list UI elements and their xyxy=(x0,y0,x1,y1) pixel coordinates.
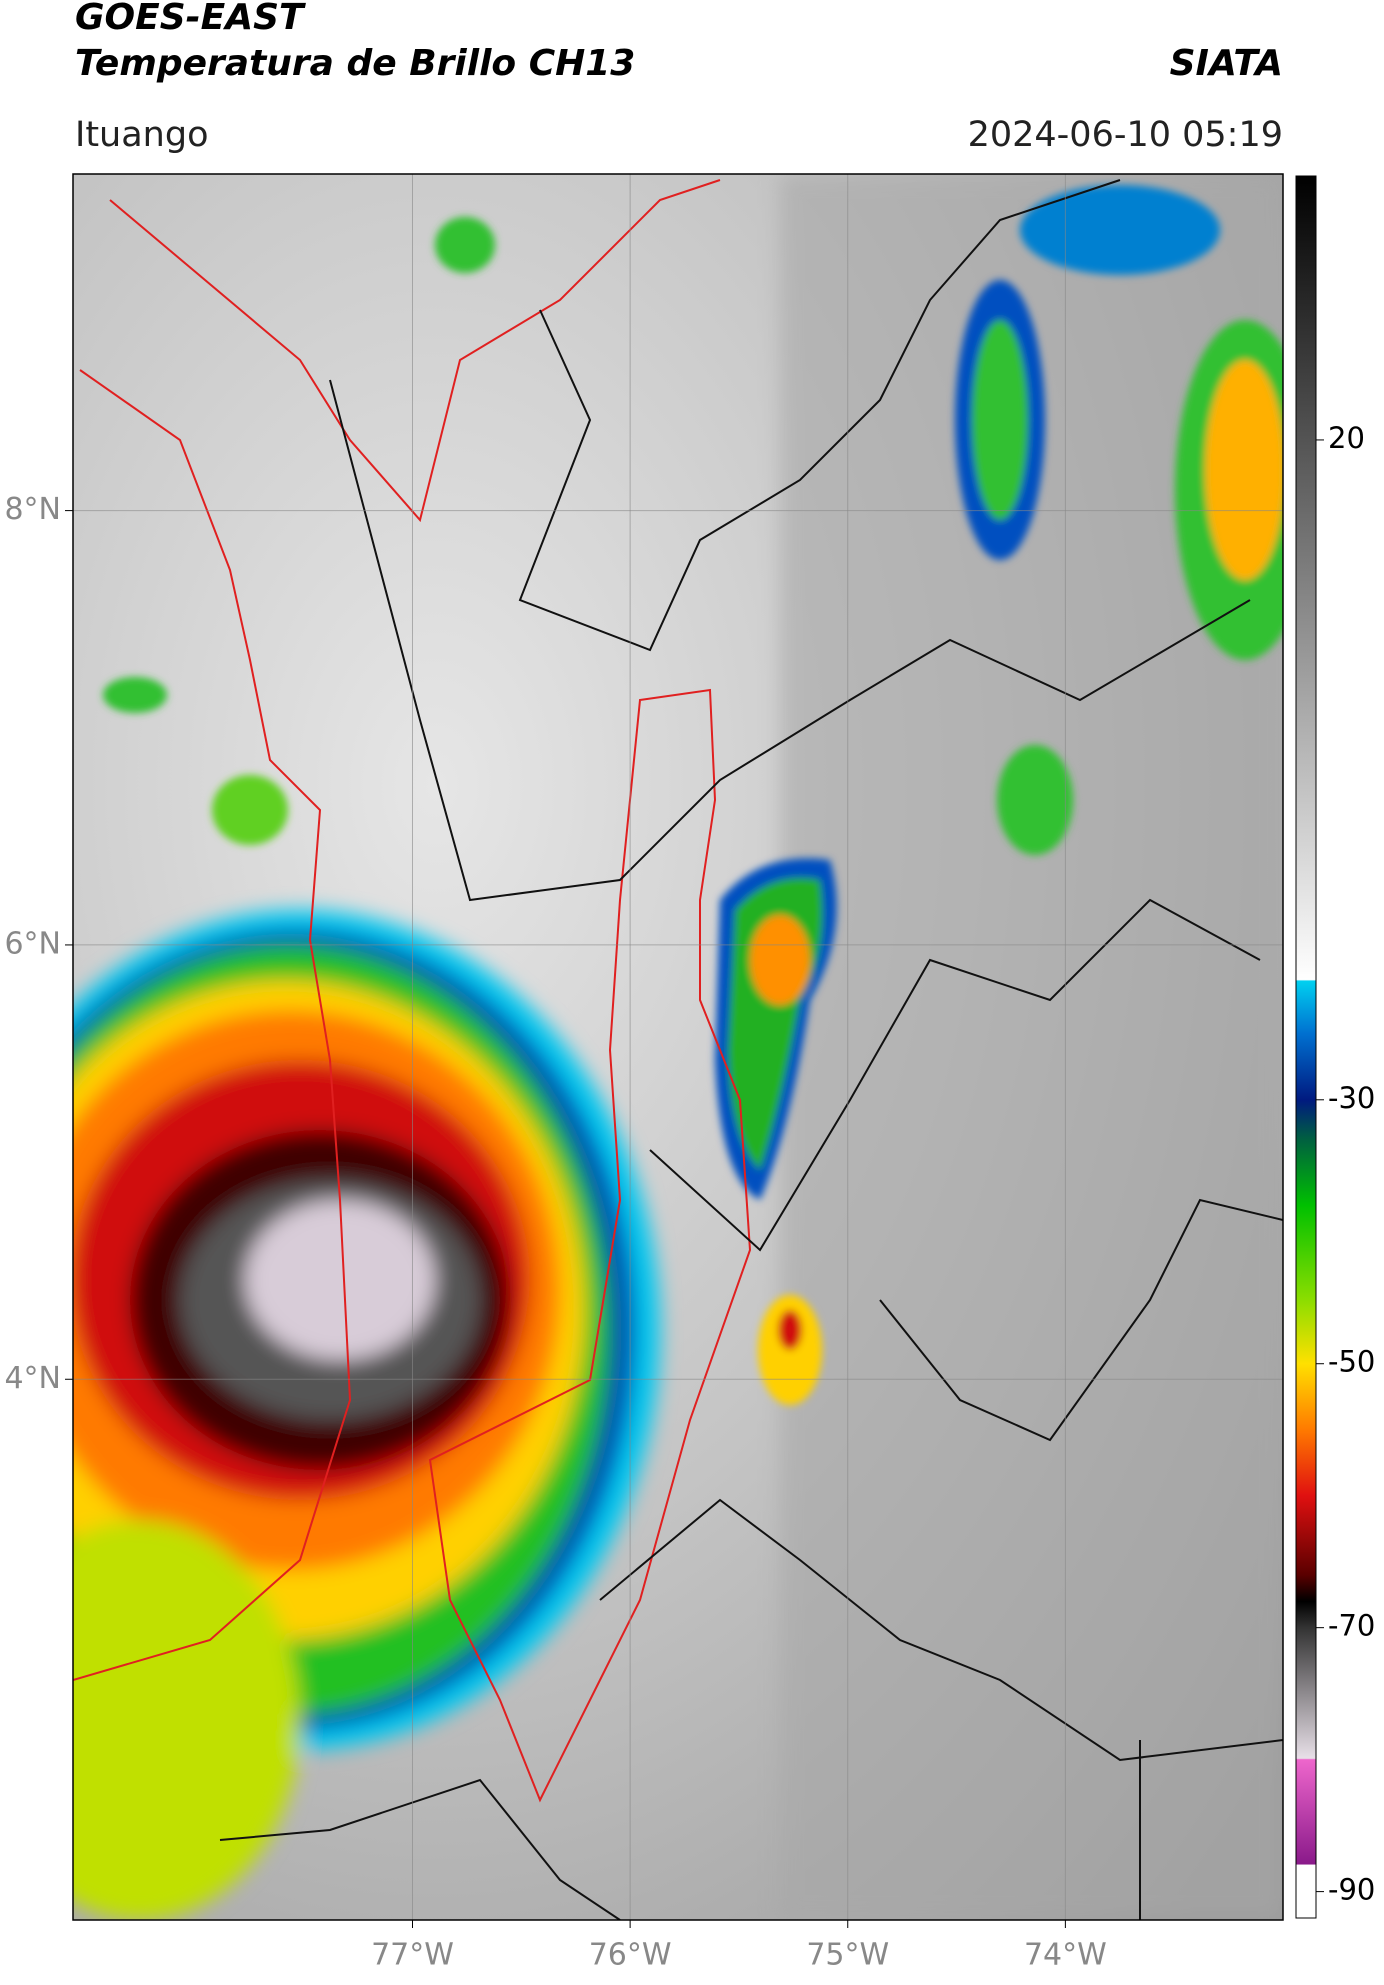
agency: SIATA xyxy=(1170,43,1283,84)
colorbar-fill xyxy=(1295,175,1317,1919)
colorbar-label: -50 xyxy=(1328,1345,1375,1379)
y-tick-label: 4°N xyxy=(4,1361,61,1396)
colorbar-label: -90 xyxy=(1328,1873,1375,1907)
datetime: 2024-06-10 05:19 xyxy=(968,115,1283,155)
map-frame xyxy=(72,173,1284,1921)
borders xyxy=(73,179,1283,1920)
x-tick-label: 75°W xyxy=(806,1938,889,1973)
x-tick-label: 77°W xyxy=(371,1938,454,1973)
colorbar-label: -70 xyxy=(1328,1609,1375,1643)
cloud-system xyxy=(73,910,660,1920)
cells xyxy=(103,185,1283,1405)
x-tick-label: 76°W xyxy=(589,1938,672,1973)
grid xyxy=(73,174,1283,1920)
imagery xyxy=(73,174,1283,1920)
y-tick-label: 6°N xyxy=(4,926,61,961)
colorbar: -90 -70 -50 -30 20 xyxy=(1295,175,1375,1919)
y-tick-label: 8°N xyxy=(4,492,61,527)
colorbar-label: 20 xyxy=(1328,421,1365,455)
x-tick-label: 74°W xyxy=(1024,1938,1107,1973)
location: Ituango xyxy=(75,115,209,155)
colorbar-label: -30 xyxy=(1328,1081,1375,1115)
title: GOES-EAST xyxy=(75,0,306,38)
subtitle: Temperatura de Brillo CH13 xyxy=(75,43,635,84)
